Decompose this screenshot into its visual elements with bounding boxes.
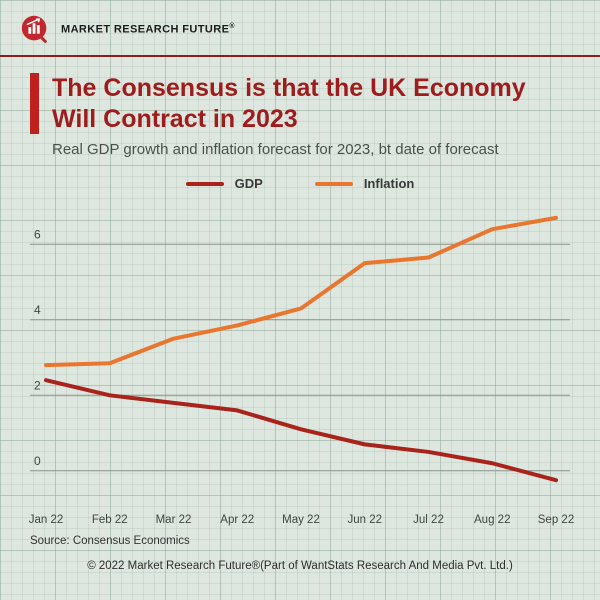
svg-text:4: 4 — [34, 303, 41, 317]
header-divider — [0, 55, 600, 57]
inflation-line-swatch — [314, 181, 353, 186]
svg-text:Jun 22: Jun 22 — [347, 514, 382, 526]
svg-text:6: 6 — [34, 227, 41, 241]
svg-text:Mar 22: Mar 22 — [156, 514, 192, 526]
chart-legend: GDP Inflation — [0, 176, 600, 191]
legend-label-gdp: GDP — [234, 176, 263, 191]
source-note: Source: Consensus Economics — [30, 535, 190, 547]
legend-item-gdp: GDP — [185, 176, 263, 191]
page-subtitle: Real GDP growth and inflation forecast f… — [52, 141, 499, 158]
page-title: The Consensus is that the UK Economy Wil… — [52, 73, 526, 134]
svg-text:May 22: May 22 — [282, 514, 320, 526]
legend-item-inflation: Inflation — [314, 176, 415, 191]
title-accent-bar — [30, 73, 39, 134]
svg-text:0: 0 — [34, 454, 41, 468]
chart-area: 0 2 4 6 Jan 22 Feb 22 Mar 22 Apr 22 May 22 Jun 22… — [29, 193, 574, 531]
page-title-line2: Will Contract in 2023 — [52, 104, 298, 133]
svg-text:Aug 22: Aug 22 — [474, 514, 510, 526]
gdp-line-swatch — [185, 181, 224, 186]
legend-label-inflation: Inflation — [363, 176, 415, 191]
svg-text:Feb 22: Feb 22 — [92, 514, 128, 526]
brand-name: MARKET RESEARCH FUTURE® — [61, 23, 235, 36]
page-title-line1: The Consensus is that the UK Economy — [52, 74, 526, 102]
chart-svg: 0 2 4 6 Jan 22 Feb 22 Mar 22 Apr 22 May 22 Jun 22… — [29, 215, 574, 526]
svg-text:Sep 22: Sep 22 — [538, 514, 574, 526]
registered-mark: ® — [229, 22, 235, 30]
svg-text:Apr 22: Apr 22 — [220, 514, 254, 526]
title-block: The Consensus is that the UK Economy Wil… — [30, 73, 574, 134]
svg-text:Jul 22: Jul 22 — [413, 514, 444, 526]
svg-text:Jan 22: Jan 22 — [29, 514, 64, 526]
brand-header: MARKET RESEARCH FUTURE® — [0, 0, 600, 46]
brand-name-text: MARKET RESEARCH FUTURE — [61, 23, 230, 36]
svg-text:2: 2 — [34, 378, 41, 392]
copyright-note: © 2022 Market Research Future®(Part of W… — [87, 560, 513, 572]
market-research-future-logo-icon — [21, 15, 47, 43]
